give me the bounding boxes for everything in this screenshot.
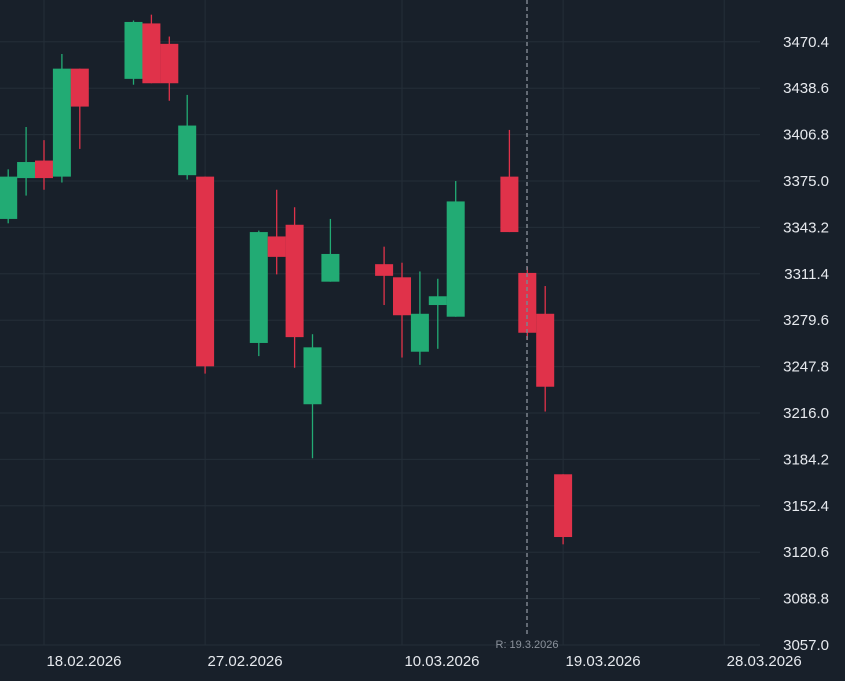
price-tick-label: 3311.4 — [784, 266, 829, 283]
candle-down[interactable] — [500, 129, 519, 233]
price-tick-label: 3088.8 — [783, 591, 829, 608]
candle-body — [52, 68, 71, 177]
grid-lines — [0, 0, 760, 646]
candle-up[interactable] — [0, 169, 18, 224]
candle-body — [393, 277, 411, 316]
candle-body — [142, 23, 161, 84]
candle-up[interactable] — [428, 278, 447, 349]
price-tick-label: 3184.2 — [783, 451, 829, 468]
price-tick-label: 3057.0 — [783, 637, 829, 654]
candle-down[interactable] — [160, 36, 179, 101]
candle-body — [410, 313, 429, 352]
candle-down[interactable] — [536, 286, 555, 412]
candle-down[interactable] — [375, 246, 394, 306]
candle-down[interactable] — [393, 262, 411, 358]
candle-up[interactable] — [410, 271, 429, 365]
candle-up[interactable] — [17, 127, 36, 196]
candle-body — [536, 313, 555, 387]
date-tick-label: 10.03.2026 — [404, 653, 479, 670]
candle-body — [267, 236, 286, 257]
price-tick-label: 3406.8 — [783, 127, 829, 144]
price-tick-label: 3152.4 — [783, 498, 829, 515]
candle-body — [160, 43, 179, 84]
date-tick-label: 18.02.2026 — [46, 653, 121, 670]
candle-body — [0, 176, 18, 219]
candle-body — [500, 176, 519, 233]
candle-up[interactable] — [446, 181, 465, 317]
candle-body — [70, 68, 89, 107]
candle-up[interactable] — [52, 54, 71, 183]
date-tick-label: 19.03.2026 — [566, 653, 641, 670]
candle-body — [321, 253, 340, 282]
price-tick-label: 3120.6 — [783, 544, 829, 561]
candle-up[interactable] — [249, 230, 268, 357]
candle-down[interactable] — [35, 140, 53, 190]
candle-down[interactable] — [267, 189, 286, 275]
candle-body — [554, 474, 573, 538]
candle-body — [375, 264, 394, 276]
time-axis[interactable]: 18.02.2026 27.02.2026 10.03.2026 19.03.2026… — [46, 653, 801, 670]
candle-body — [428, 296, 447, 306]
price-tick-label: 3343.2 — [783, 219, 829, 236]
candle-up[interactable] — [124, 20, 143, 85]
price-axis[interactable]: 3470.4 3438.6 3406.8 3375.0 3343.2 3311.4 3279… — [783, 34, 829, 654]
candle-down[interactable] — [554, 474, 573, 545]
price-tick-label: 3279.6 — [783, 312, 829, 329]
candle-up[interactable] — [321, 218, 340, 282]
candle-body — [249, 232, 268, 343]
candle-body — [446, 201, 465, 317]
price-tick-label: 3216.0 — [783, 405, 829, 422]
price-tick-label: 3375.0 — [783, 173, 829, 190]
candle-body — [196, 176, 215, 367]
candle-body — [124, 21, 143, 79]
candle-body — [303, 347, 322, 405]
date-tick-label: 28.03.2026 — [727, 653, 802, 670]
price-tick-label: 3470.4 — [783, 34, 829, 51]
crosshair-date-label: R: 19.3.2026 — [496, 639, 559, 651]
candle-down[interactable] — [285, 207, 304, 368]
candle-down[interactable] — [196, 176, 215, 374]
candle-up[interactable] — [178, 94, 197, 180]
candle-down[interactable] — [70, 68, 89, 149]
price-tick-label: 3247.8 — [783, 359, 829, 376]
candles[interactable] — [0, 14, 573, 545]
candle-body — [35, 160, 53, 179]
price-tick-label: 3438.6 — [783, 80, 829, 97]
candle-body — [178, 125, 197, 176]
candle-down[interactable] — [142, 14, 161, 84]
candle-up[interactable] — [303, 334, 322, 459]
candle-body — [17, 162, 36, 179]
candle-body — [285, 224, 304, 338]
date-tick-label: 27.02.2026 — [208, 653, 283, 670]
